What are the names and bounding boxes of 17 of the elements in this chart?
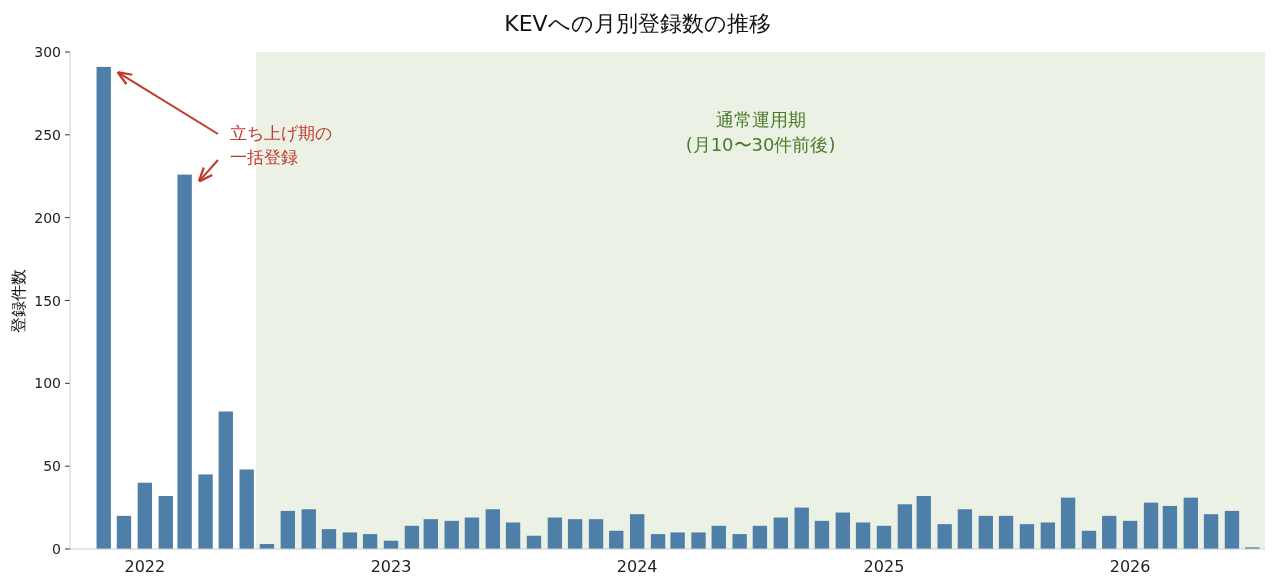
y-tick-label: 150 <box>34 292 61 309</box>
chart-title: KEVへの月別登録数の推移 <box>504 11 771 36</box>
x-tick-label: 2025 <box>863 557 905 576</box>
annotation: 立ち上げ期の <box>230 123 332 143</box>
y-tick-label: 300 <box>34 44 61 60</box>
x-tick-label: 2022 <box>124 557 166 576</box>
x-tick-label: 2023 <box>370 557 412 576</box>
x-tick-label: 2026 <box>1109 557 1151 576</box>
y-tick-label: 0 <box>52 541 61 557</box>
y-axis-title: 登録件数 <box>9 268 28 333</box>
band-label: 通常運用期 (月10〜30件前後) <box>685 109 836 155</box>
annotation: 一括登録 <box>230 147 298 167</box>
x-tick-label: 2024 <box>616 557 658 576</box>
y-tick-label: 200 <box>34 209 61 226</box>
y-tick-label: 50 <box>43 458 61 475</box>
y-tick-label: 100 <box>34 375 61 392</box>
y-tick-label: 250 <box>34 126 61 143</box>
